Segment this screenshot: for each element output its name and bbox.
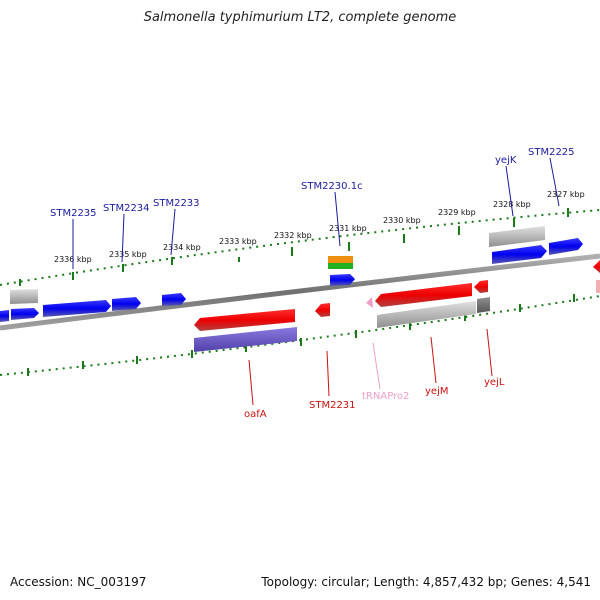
genome-backbone xyxy=(0,253,600,331)
gene-label-stm2225[interactable]: STM2225 xyxy=(528,147,575,158)
gene-feature[interactable] xyxy=(10,289,38,304)
outer-major-ticks xyxy=(19,208,569,286)
kbp-label: 2331 kbp xyxy=(329,224,367,233)
gene-stm2225[interactable] xyxy=(549,238,583,255)
gene-feature[interactable] xyxy=(593,260,600,273)
gene-feature[interactable] xyxy=(492,245,547,264)
gene-label-yejk[interactable]: yejK xyxy=(495,155,517,166)
gene-feature[interactable] xyxy=(596,280,600,293)
gene-label-trnapro2[interactable]: tRNAPro2 xyxy=(362,391,409,402)
kbp-label: 2333 kbp xyxy=(219,237,257,246)
gene-yejm[interactable] xyxy=(375,283,472,307)
trna-label-leader xyxy=(372,342,381,390)
gene-stm2234[interactable] xyxy=(112,297,141,311)
forward-label-leaders xyxy=(72,157,560,269)
gene-yejl[interactable] xyxy=(474,280,488,293)
accession-text: Accession: NC_003197 xyxy=(10,575,147,589)
gene-label-oafa[interactable]: oafA xyxy=(244,409,267,420)
gene-stm2230-1c[interactable] xyxy=(330,274,355,286)
gene-label-stm2235[interactable]: STM2235 xyxy=(50,208,97,219)
kbp-label: 2330 kbp xyxy=(383,216,421,225)
reverse-label-leaders xyxy=(248,328,493,406)
gene-label-stm2233[interactable]: STM2233 xyxy=(153,198,200,209)
outer-coordinate-track xyxy=(0,209,600,286)
gene-label-stm2230-1c[interactable]: STM2230.1c xyxy=(301,181,363,192)
gene-feature[interactable] xyxy=(477,297,490,313)
gene-feature[interactable] xyxy=(377,301,476,328)
kbp-label: 2334 kbp xyxy=(163,243,201,252)
gene-label-stm2231[interactable]: STM2231 xyxy=(309,400,356,411)
gene-stm2231[interactable] xyxy=(315,303,330,317)
kbp-label: 2332 kbp xyxy=(274,231,312,240)
gene-stm2230-1c-green[interactable] xyxy=(328,263,353,269)
gene-label-stm2234[interactable]: STM2234 xyxy=(103,203,150,214)
gene-stm2230-1c-orange[interactable] xyxy=(328,256,353,263)
gene-feature[interactable] xyxy=(194,327,297,352)
gene-label-yejl[interactable]: yejL xyxy=(484,377,505,388)
gene-stm2235[interactable] xyxy=(43,300,111,317)
gene-yejk[interactable] xyxy=(489,226,545,247)
gene-feature[interactable] xyxy=(0,310,9,322)
gene-label-yejm[interactable]: yejM xyxy=(425,386,448,397)
kbp-label: 2327 kbp xyxy=(547,190,585,199)
kbp-label: 2335 kbp xyxy=(109,250,147,259)
gene-trnapro2[interactable] xyxy=(366,297,373,308)
gene-feature[interactable] xyxy=(11,308,39,320)
gene-stm2233[interactable] xyxy=(162,293,186,306)
kbp-label: 2329 kbp xyxy=(438,208,476,217)
map-title: Salmonella typhimurium LT2, complete gen… xyxy=(143,10,457,25)
gene-oafa[interactable] xyxy=(194,309,295,331)
genome-summary-text: Topology: circular; Length: 4,857,432 bp… xyxy=(261,575,591,589)
